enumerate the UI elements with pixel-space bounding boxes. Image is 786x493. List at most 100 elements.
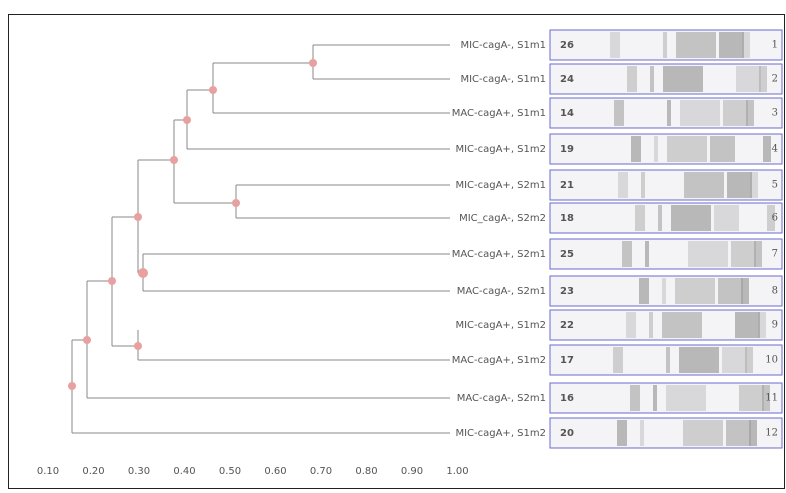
gel-band xyxy=(742,32,750,58)
axis-tick-label: 0.30 xyxy=(128,466,150,477)
gel-band xyxy=(714,205,739,231)
gel-band xyxy=(666,385,706,411)
gel-band xyxy=(635,205,645,231)
leaf-label: MIC-cagA-, S1m1 xyxy=(460,74,546,85)
gel-band xyxy=(663,32,667,58)
axis-tick-label: 0.10 xyxy=(37,466,59,477)
leaf-label: MIC-cagA+, S1m2 xyxy=(455,320,546,331)
gel-band xyxy=(719,32,744,58)
lane-id: 9 xyxy=(772,320,778,331)
gel-band xyxy=(667,136,707,162)
lane-id: 4 xyxy=(772,144,778,155)
leaf-label: MIC-cagA-, S1m1 xyxy=(460,40,546,51)
gel-band xyxy=(736,66,761,92)
lane-id: 6 xyxy=(772,213,778,224)
gel-band xyxy=(658,205,662,231)
lane-id: 1 xyxy=(772,40,778,51)
axis-tick-label: 0.20 xyxy=(82,466,104,477)
lane-number: 18 xyxy=(560,213,574,224)
leaf-label: MIC-cagA+, S1m2 xyxy=(455,428,546,439)
gel-band xyxy=(671,205,711,231)
leaf-label: MIC_cagA-, S2m2 xyxy=(459,213,546,224)
lane-id: 12 xyxy=(765,428,778,439)
gel-band xyxy=(763,136,771,162)
gel-band xyxy=(739,385,764,411)
lane-number: 16 xyxy=(560,393,574,404)
gel-band xyxy=(654,136,658,162)
axis-tick-label: 0.70 xyxy=(310,466,332,477)
lane-id: 2 xyxy=(772,74,778,85)
gel-band xyxy=(630,385,640,411)
axis-tick-label: 0.80 xyxy=(355,466,377,477)
dendrogram xyxy=(68,45,450,433)
axis-tick-label: 0.50 xyxy=(219,466,241,477)
gel-band xyxy=(639,278,649,304)
leaf-label: MAC-cagA-, S2m1 xyxy=(457,393,546,404)
axis-tick-label: 1.00 xyxy=(446,466,468,477)
lane-id: 5 xyxy=(772,180,778,191)
gel-band xyxy=(631,136,641,162)
gel-band xyxy=(676,32,716,58)
lane-number: 21 xyxy=(560,180,574,191)
gel-band xyxy=(622,241,632,267)
gel-band xyxy=(662,278,666,304)
gel-band xyxy=(741,278,749,304)
gel-band xyxy=(649,312,653,338)
gel-band xyxy=(754,241,762,267)
lane-number: 20 xyxy=(560,428,574,439)
gel-band xyxy=(722,347,747,373)
gel-band xyxy=(679,347,719,373)
gel-band xyxy=(663,66,703,92)
leaf-label: MAC-cagA+, S2m1 xyxy=(452,249,546,260)
gel-band xyxy=(746,100,754,126)
gel-band xyxy=(683,420,723,446)
axis-tick-label: 0.60 xyxy=(264,466,286,477)
gel-band xyxy=(745,347,753,373)
leaf-label: MAC-cagA-, S2m1 xyxy=(457,286,546,297)
leaf-label: MAC-cagA+, S1m1 xyxy=(452,108,546,119)
lane-number: 26 xyxy=(560,40,574,51)
lane-number: 19 xyxy=(560,144,574,155)
lane-number: 24 xyxy=(560,74,574,85)
gel-band xyxy=(614,100,624,126)
lane-id: 3 xyxy=(772,108,778,119)
gel-lane xyxy=(550,134,782,164)
gel-band xyxy=(645,241,649,267)
gel-band xyxy=(749,420,757,446)
gel-band xyxy=(759,66,767,92)
leaf-label: MIC-cagA+, S1m2 xyxy=(455,144,546,155)
gel-band xyxy=(735,312,760,338)
gel-band xyxy=(626,312,636,338)
gel-band xyxy=(731,241,756,267)
axis-tick-label: 0.90 xyxy=(401,466,423,477)
gel-band xyxy=(613,347,623,373)
lane-number: 17 xyxy=(560,355,574,366)
gel-band xyxy=(684,172,724,198)
gel-band xyxy=(718,278,743,304)
leaf-label: MIC-cagA+, S2m1 xyxy=(455,180,546,191)
lane-number: 23 xyxy=(560,286,574,297)
gel-band xyxy=(618,172,628,198)
lane-number: 25 xyxy=(560,249,574,260)
gel-band xyxy=(640,420,644,446)
gel-band xyxy=(758,312,766,338)
gel-band xyxy=(710,136,735,162)
gel-lane xyxy=(550,203,782,233)
lane-number: 14 xyxy=(560,108,574,119)
lane-number: 22 xyxy=(560,320,574,331)
gel-band xyxy=(641,172,645,198)
gel-band xyxy=(723,100,748,126)
gel-band xyxy=(662,312,702,338)
gel-band xyxy=(653,385,657,411)
gel-band xyxy=(726,420,751,446)
lane-id: 10 xyxy=(765,355,778,366)
lane-id: 7 xyxy=(772,249,778,260)
gel-band xyxy=(650,66,654,92)
gel-band xyxy=(666,347,670,373)
gel-band xyxy=(617,420,627,446)
gel-band xyxy=(675,278,715,304)
leaf-label: MAC-cagA+, S1m2 xyxy=(452,355,546,366)
gel-band xyxy=(667,100,671,126)
gel-band xyxy=(727,172,752,198)
gel-band xyxy=(750,172,758,198)
